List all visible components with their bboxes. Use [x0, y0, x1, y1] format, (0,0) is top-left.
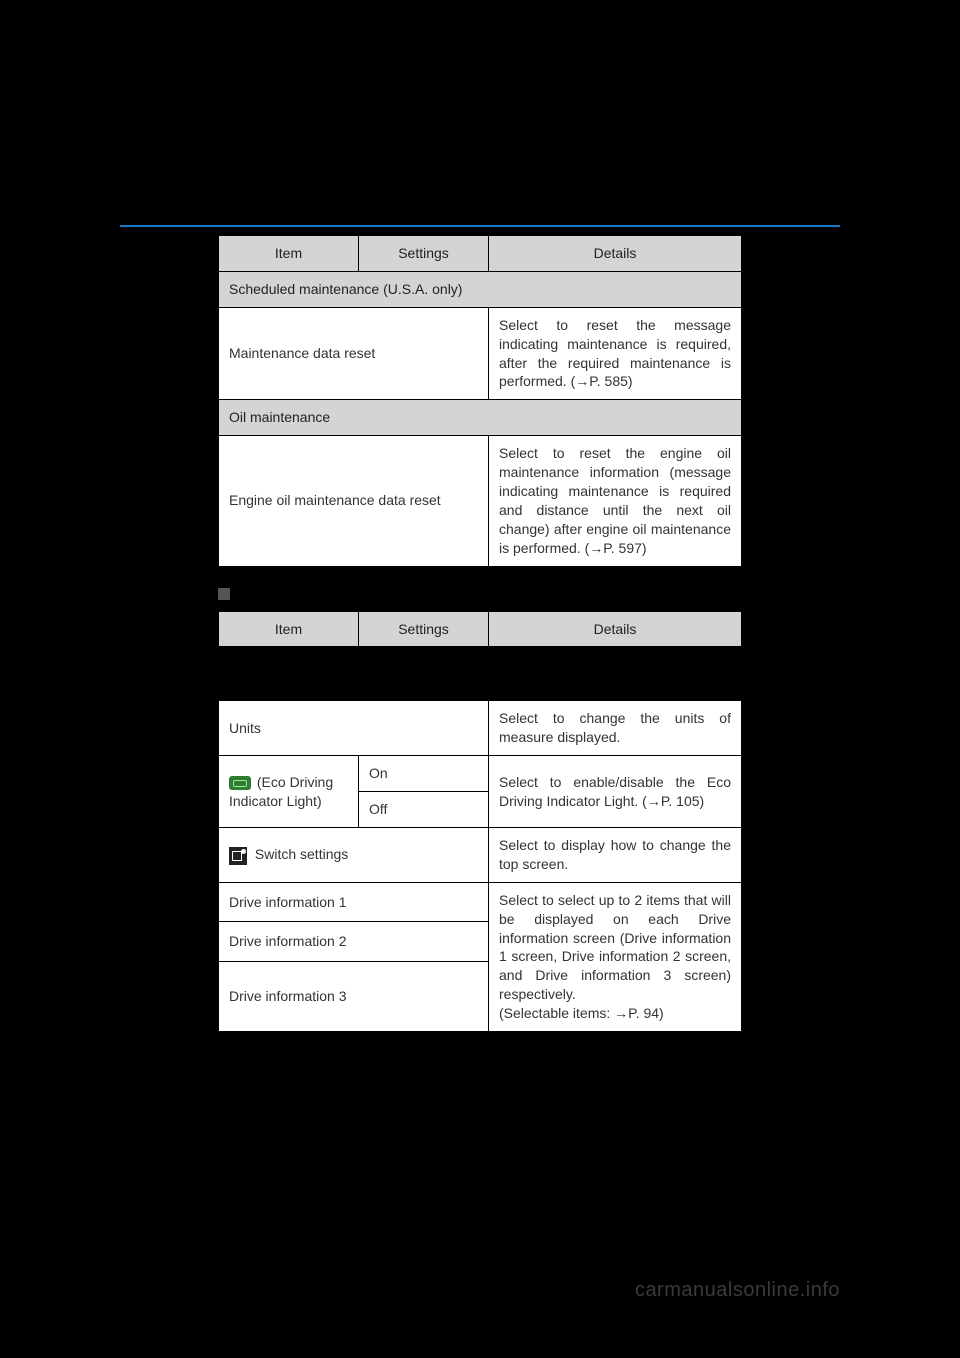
- settings-on: On: [359, 756, 489, 792]
- section-label: Scheduled maintenance (U.S.A. only): [219, 271, 742, 307]
- settings-off: Off: [359, 792, 489, 828]
- item-cell: Drive information 1: [219, 882, 489, 922]
- header-rule: [120, 225, 840, 227]
- header-item: Item: [219, 611, 359, 647]
- item-cell: Units: [219, 701, 489, 756]
- table-row: Engine oil maintenance data reset Select…: [219, 436, 742, 566]
- maintenance-table: Item Settings Details Scheduled maintena…: [218, 235, 742, 567]
- details-cell: Select to reset the engine oil maintenan…: [489, 436, 742, 566]
- content-area: Item Settings Details Scheduled maintena…: [218, 235, 742, 1050]
- eco-label-2: Indicator Light): [229, 793, 322, 809]
- header-settings: Settings: [359, 611, 489, 647]
- details-cell: Select to change the units of measure di…: [489, 701, 742, 756]
- details-cell: Select to enable/disable the Eco Driving…: [489, 756, 742, 828]
- item-cell-eco: (Eco Driving Indicator Light): [219, 756, 359, 828]
- details-cell: Select to reset the message indicating m…: [489, 307, 742, 400]
- table-row-units: Units Select to change the units of meas…: [219, 701, 742, 756]
- eco-icon: [229, 776, 251, 790]
- item-cell: Drive information 3: [219, 962, 489, 1032]
- table-row-eco-on: (Eco Driving Indicator Light) On Select …: [219, 756, 742, 792]
- header-details: Details: [489, 236, 742, 272]
- header-item: Item: [219, 236, 359, 272]
- item-cell-switch: Switch settings: [219, 828, 489, 883]
- table-header-row: Item Settings Details: [219, 611, 742, 647]
- eco-label-1: (Eco Driving: [257, 774, 333, 790]
- table-row-switch: Switch settings Select to display how to…: [219, 828, 742, 883]
- section-oil-maintenance: Oil maintenance: [219, 400, 742, 436]
- watermark: carmanualsonline.info: [635, 1279, 840, 1302]
- table-row: Maintenance data reset Select to reset t…: [219, 307, 742, 400]
- square-bullet-icon: [218, 588, 230, 600]
- item-cell: Engine oil maintenance data reset: [219, 436, 489, 566]
- hidden-spacer-row: [219, 647, 742, 701]
- table-header-row: Item Settings Details: [219, 236, 742, 272]
- details-cell-drive: Select to select up to 2 items that will…: [489, 882, 742, 1031]
- item-cell: Drive information 2: [219, 922, 489, 962]
- spacer: [219, 647, 742, 701]
- section-label: Oil maintenance: [219, 400, 742, 436]
- header-details: Details: [489, 611, 742, 647]
- table-row-drive1: Drive information 1 Select to select up …: [219, 882, 742, 922]
- header-settings: Settings: [359, 236, 489, 272]
- section-marker: [218, 585, 742, 601]
- details-cell: Select to display how to change the top …: [489, 828, 742, 883]
- switch-icon: [229, 847, 247, 865]
- settings-table: Item Settings Details Units Select to ch…: [218, 611, 742, 1032]
- page: Item Settings Details Scheduled maintena…: [0, 0, 960, 1358]
- switch-label: Switch settings: [255, 846, 348, 862]
- section-scheduled-maintenance: Scheduled maintenance (U.S.A. only): [219, 271, 742, 307]
- item-cell: Maintenance data reset: [219, 307, 489, 400]
